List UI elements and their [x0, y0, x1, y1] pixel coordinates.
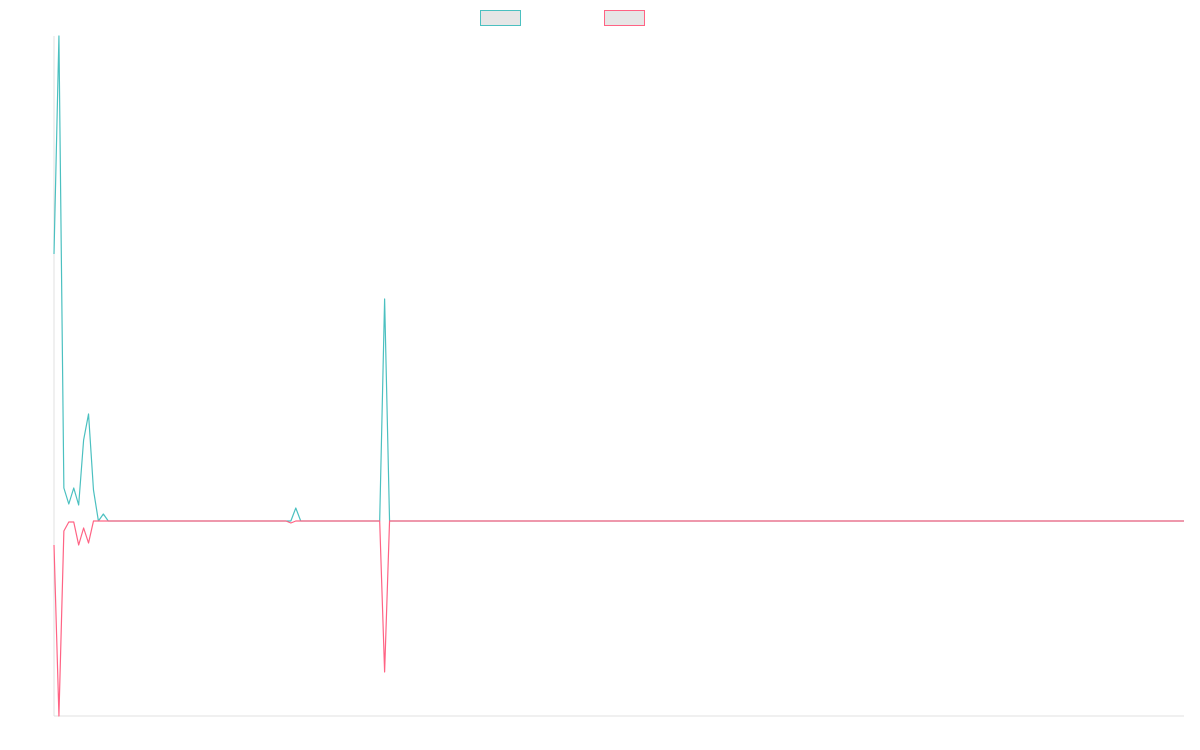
legend-swatch[interactable] — [604, 10, 645, 26]
series-line — [53, 520, 1184, 717]
legend-swatch[interactable] — [480, 10, 521, 26]
series-line — [53, 35, 1184, 522]
